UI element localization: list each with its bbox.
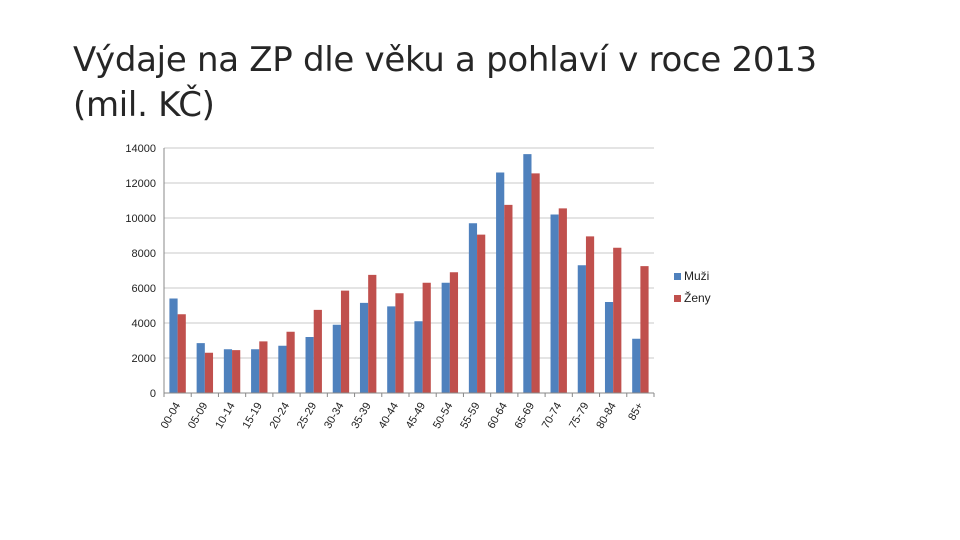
y-tick-label: 14000 — [125, 143, 156, 155]
bar-zeny — [613, 247, 622, 393]
legend-label: Muži — [684, 269, 709, 283]
x-tick-label: 40-44 — [377, 401, 401, 431]
bar-zeny — [504, 204, 513, 393]
bar-muzi — [414, 321, 423, 393]
y-tick-label: 10000 — [125, 213, 156, 225]
x-tick-label: 80-84 — [594, 401, 618, 431]
bar-zeny — [340, 290, 350, 393]
x-tick-label: 00-04 — [159, 401, 183, 431]
bar-zeny — [640, 266, 649, 393]
bar-zeny — [259, 341, 268, 393]
y-tick-label: 2000 — [132, 353, 156, 365]
bar-zeny — [232, 350, 241, 393]
title-line-2: (mil. KČ) — [73, 85, 215, 125]
x-tick-label: 35-39 — [349, 401, 373, 431]
bar-muzi — [577, 265, 586, 393]
x-tick-label: 10-14 — [213, 401, 237, 431]
x-tick-label: 15-19 — [240, 401, 264, 431]
legend: Muži Ženy — [674, 269, 711, 305]
bar-muzi — [604, 302, 614, 393]
bar-muzi — [169, 298, 178, 393]
bar-muzi — [468, 223, 478, 393]
bar-zeny — [395, 293, 404, 393]
bar-zeny — [531, 173, 540, 393]
bar-muzi — [496, 172, 505, 393]
bar-muzi — [632, 338, 641, 393]
y-tick-label: 6000 — [132, 283, 156, 295]
x-tick-label: 25-29 — [295, 401, 319, 431]
x-tick-label: 30-34 — [322, 401, 346, 431]
bar-zeny — [558, 208, 567, 393]
bar-zeny — [204, 352, 214, 393]
x-tick-label: 85+ — [626, 401, 646, 423]
legend-swatch — [674, 295, 681, 302]
bars — [169, 154, 649, 393]
bar-muzi — [359, 302, 369, 393]
y-tick-label: 8000 — [132, 248, 156, 260]
title-line-1: Výdaje na ZP dle věku a pohlaví v roce 2… — [73, 40, 817, 80]
bar-muzi — [251, 349, 260, 393]
gridlines — [164, 147, 654, 359]
y-tick-label: 0 — [150, 388, 156, 400]
x-tick-label: 60-64 — [485, 401, 509, 431]
legend-swatch — [674, 273, 681, 280]
bar-zeny — [368, 274, 377, 393]
bar-zeny — [422, 282, 431, 393]
bar-zeny — [477, 234, 486, 393]
bar-muzi — [441, 282, 450, 393]
x-tick-label: 55-59 — [458, 401, 482, 431]
bar-muzi — [305, 337, 314, 393]
bar-zeny — [585, 236, 595, 393]
x-tick-label: 20-24 — [268, 401, 292, 431]
y-tick-label: 4000 — [132, 318, 156, 330]
bar-zeny — [449, 272, 459, 393]
x-tick-label: 05-09 — [186, 401, 210, 431]
bar-zeny — [313, 309, 322, 393]
bar-zeny — [177, 314, 186, 393]
x-tick-label: 65-69 — [513, 401, 537, 431]
legend-label: Ženy — [684, 290, 711, 305]
bar-zeny — [286, 331, 295, 393]
bar-muzi — [278, 345, 287, 393]
bar-muzi — [387, 306, 396, 393]
y-tick-label: 12000 — [125, 178, 156, 190]
x-tick-label: 70-74 — [540, 401, 564, 431]
bar-muzi — [332, 324, 341, 393]
bar-muzi — [523, 154, 532, 393]
x-tick-label: 75-79 — [567, 401, 591, 431]
x-tick-label: 50-54 — [431, 401, 455, 431]
bar-muzi — [196, 343, 205, 393]
slide-title: Výdaje na ZP dle věku a pohlaví v roce 2… — [73, 38, 913, 128]
x-tick-label: 45-49 — [404, 401, 428, 431]
bar-muzi — [223, 349, 233, 393]
bar-muzi — [550, 214, 559, 393]
